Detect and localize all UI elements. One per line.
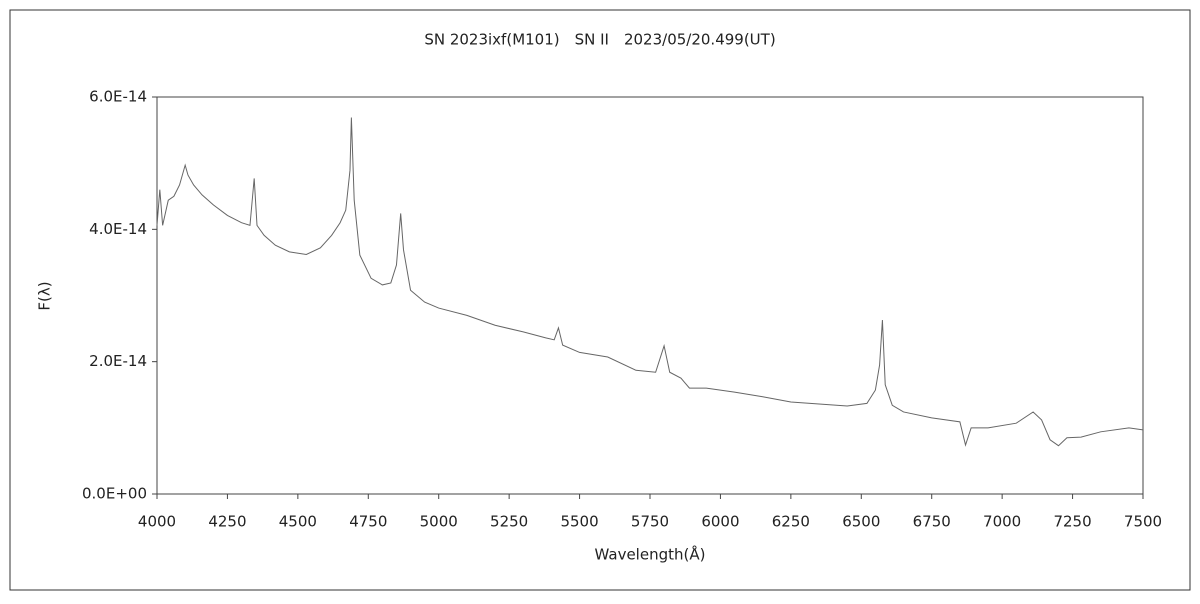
y-tick-label: 2.0E-14 [89,352,147,370]
x-axis-label: Wavelength(Å) [595,545,706,564]
x-tick-label: 5750 [631,513,669,531]
y-tick-label: 4.0E-14 [89,220,147,238]
x-tick-label: 6000 [701,513,739,531]
x-tick-label: 5000 [420,513,458,531]
x-tick-label: 4000 [138,513,176,531]
y-tick-label: 6.0E-14 [89,88,147,106]
y-tick-label: 0.0E+00 [82,485,147,503]
x-tick-label: 4750 [349,513,387,531]
spectrum-line [156,117,1144,447]
x-tick-label: 4500 [279,513,317,531]
x-tick-label: 6250 [772,513,810,531]
chart-title: SN 2023ixf(M101) SN II 2023/05/20.499(UT… [424,31,775,49]
y-axis-label: F(λ) [36,281,54,310]
x-tick-label: 6500 [842,513,880,531]
x-tick-label: 6750 [913,513,951,531]
x-tick-label: 5250 [490,513,528,531]
chart-frame [9,9,1191,591]
x-tick-label: 5500 [560,513,598,531]
x-tick-label: 7250 [1053,513,1091,531]
x-tick-label: 4250 [208,513,246,531]
x-tick-label: 7000 [983,513,1021,531]
x-tick-label: 7500 [1124,513,1162,531]
